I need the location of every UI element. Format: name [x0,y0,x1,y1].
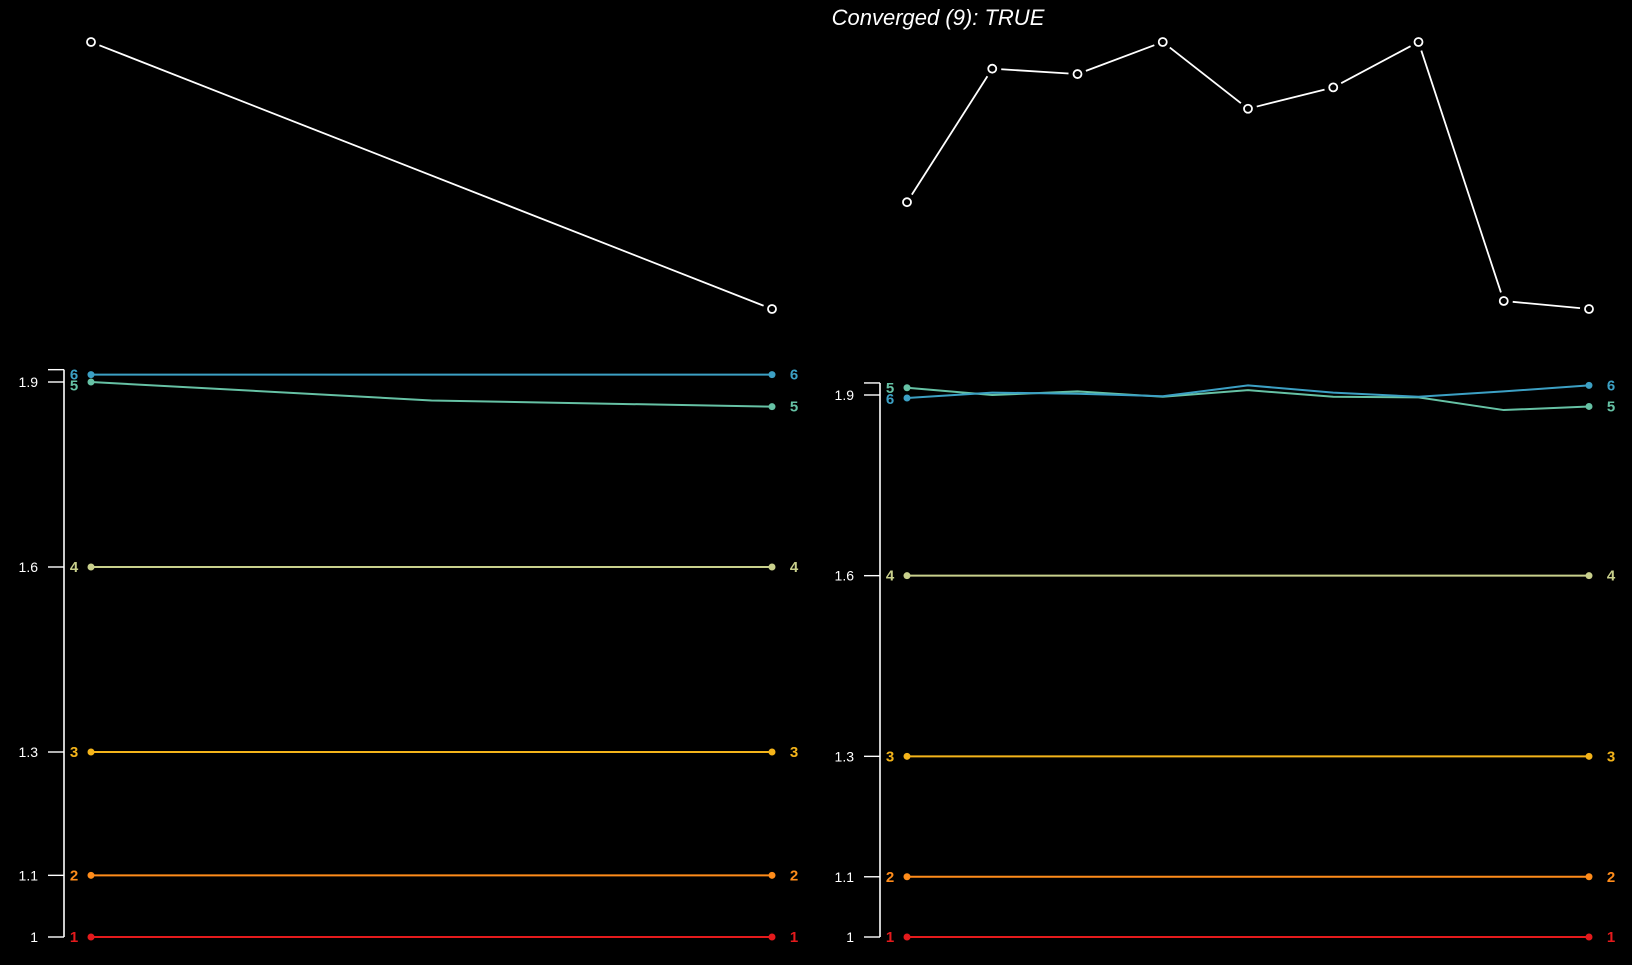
series-end-point-2 [768,871,776,879]
series-start-point-3 [87,748,95,756]
series-end-label-6: 6 [790,367,798,384]
series-end-label-1: 1 [1607,929,1615,946]
series-start-point-5 [903,384,911,392]
series-end-point-3 [768,748,776,756]
series-end-label-4: 4 [790,559,799,576]
series-line-5 [90,381,773,408]
convergence-point [86,37,96,47]
series-end-point-5 [768,403,776,411]
convergence-line-segment [99,44,764,307]
series-end-point-1 [1585,933,1593,941]
series-end-point-4 [768,563,776,571]
series-start-point-1 [87,933,95,941]
y-tick-label: 1.3 [835,748,855,764]
convergence-line-segment [1085,44,1155,72]
series-start-point-1 [903,933,911,941]
series-end-point-6 [768,371,776,379]
series-end-label-3: 3 [1607,748,1615,765]
convergence-line-segment [1512,300,1581,310]
series-start-label-1: 1 [70,929,78,946]
series-end-point-2 [1585,873,1593,881]
series-start-label-4: 4 [886,568,895,585]
y-tick-label: 1.1 [19,867,39,883]
y-tick-label: 1.1 [835,869,855,885]
series-start-label-3: 3 [70,744,78,761]
convergence-point [1584,304,1594,314]
series-start-label-3: 3 [886,748,894,765]
series-end-point-4 [1585,572,1593,580]
convergence-line-segment [1256,88,1325,108]
y-tick-label: 1 [846,929,854,945]
y-tick-label: 1.6 [19,559,39,575]
convergence-point [1157,37,1168,47]
panel-top-right [902,37,1594,314]
convergence-line-segment [1001,68,1069,75]
y-tick-label: 1.3 [19,744,39,760]
series-end-point-1 [768,933,776,941]
series-start-point-5 [87,378,95,386]
convergence-point [1072,69,1083,79]
chart-title: Converged (9): TRUE [832,5,1045,30]
y-tick-label: 1 [30,929,38,945]
convergence-line-segment [1340,45,1411,84]
series-end-point-6 [1585,381,1593,389]
series-start-point-3 [903,752,911,760]
series-start-label-6: 6 [886,391,894,408]
series-start-label-2: 2 [70,867,78,884]
series-start-label-6: 6 [70,367,78,384]
series-start-point-2 [87,871,95,879]
convergence-line-segment [1169,46,1242,104]
y-tick-label: 1.9 [835,387,855,403]
series-end-label-1: 1 [790,929,798,946]
series-end-point-3 [1585,752,1593,760]
convergence-point [1498,296,1509,306]
convergence-point [902,197,912,208]
series-start-label-2: 2 [886,869,894,886]
convergence-point [767,304,777,314]
series-end-point-5 [1585,402,1593,410]
series-end-label-2: 2 [1607,869,1615,886]
series-start-point-4 [87,563,95,571]
series-start-point-4 [903,572,911,580]
series-line-6 [906,384,1590,400]
series-end-label-4: 4 [1607,568,1616,585]
series-end-label-3: 3 [790,744,798,761]
convergence-point [1243,103,1253,114]
series-end-label-5: 5 [1607,398,1615,415]
series-start-point-6 [903,394,911,402]
y-tick-label: 1.6 [835,568,855,584]
series-end-label-6: 6 [1607,377,1615,394]
series-start-label-4: 4 [70,559,79,576]
convergence-point [1413,37,1424,47]
series-start-point-6 [87,371,95,379]
series-start-point-2 [903,873,911,881]
series-start-label-5: 5 [70,378,78,395]
convergence-point [1328,82,1339,93]
y-tick-label: 1.9 [19,374,39,390]
series-line-5 [906,386,1590,412]
series-start-label-5: 5 [886,380,894,397]
series-end-label-5: 5 [790,399,798,416]
convergence-line-segment [911,75,989,196]
series-end-label-2: 2 [790,867,798,884]
convergence-point [987,63,998,74]
panel-top-left [86,37,777,314]
convergence-line-segment [1420,50,1502,293]
series-start-label-1: 1 [886,929,894,946]
